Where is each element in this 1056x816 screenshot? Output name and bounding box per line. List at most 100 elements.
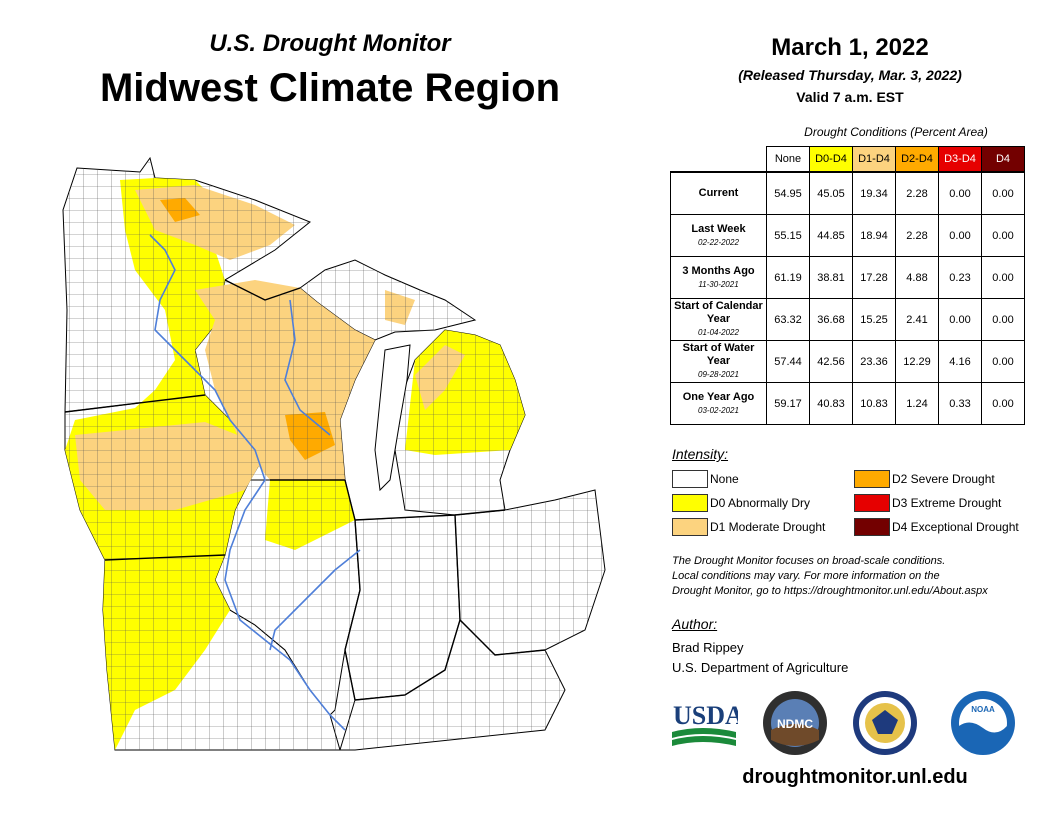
col-header: None xyxy=(766,146,810,173)
author-block: Brad Rippey U.S. Department of Agricultu… xyxy=(672,638,848,678)
table-cell: 17.28 xyxy=(852,256,896,299)
row-date: 11-30-2021 xyxy=(698,279,739,289)
legend-swatch xyxy=(854,518,890,536)
table-row: One Year Ago 03-02-2021 59.17 40.83 10.83 1.2… xyxy=(670,382,1025,425)
drought-conditions-table: None D0-D4 D1-D4 D2-D4 D3-D4 D4 Current 5… xyxy=(670,146,1025,425)
author-name: Brad Rippey xyxy=(672,640,744,655)
row-label-text: One Year Ago xyxy=(682,390,755,403)
table-cell: 0.00 xyxy=(981,214,1025,257)
col-header: D1-D4 xyxy=(852,146,896,173)
row-label: One Year Ago 03-02-2021 xyxy=(670,382,767,425)
table-cell: 4.16 xyxy=(938,340,982,383)
table-cell: 4.88 xyxy=(895,256,939,299)
row-label: Current xyxy=(670,171,767,215)
table-cell: 0.00 xyxy=(981,340,1025,383)
table-corner xyxy=(671,147,767,173)
drought-map xyxy=(62,156,606,751)
legend-label: D0 Abnormally Dry xyxy=(710,496,811,510)
table-header-row: None D0-D4 D1-D4 D2-D4 D3-D4 D4 xyxy=(671,146,1025,173)
lake-michigan xyxy=(374,344,411,492)
usda-logo-text: USDA xyxy=(673,701,738,730)
state-borders xyxy=(64,279,546,701)
footer-url[interactable]: droughtmonitor.unl.edu xyxy=(742,766,968,788)
ndmc-logo-text: NDMC xyxy=(777,717,813,731)
table-cell: 45.05 xyxy=(809,171,853,215)
table-cell: 2.28 xyxy=(895,171,939,215)
row-date: 02-22-2022 xyxy=(698,237,739,247)
map-date: March 1, 2022 xyxy=(771,34,929,61)
map-title: Midwest Climate Region xyxy=(99,66,561,110)
legend-swatch xyxy=(672,494,708,512)
table-cell: 57.44 xyxy=(766,340,810,383)
table-cell: 0.00 xyxy=(981,382,1025,425)
release-date: (Released Thursday, Mar. 3, 2022) xyxy=(738,67,962,83)
table-cell: 0.00 xyxy=(981,256,1025,299)
noaa-logo: NOAA xyxy=(951,691,1015,755)
table-cell: 1.24 xyxy=(895,382,939,425)
valid-time: Valid 7 a.m. EST xyxy=(796,89,904,105)
legend-label: None xyxy=(710,472,739,486)
table-cell: 0.00 xyxy=(938,298,982,341)
legend-heading: Intensity: xyxy=(672,446,729,462)
row-label-text: Current xyxy=(698,187,739,199)
table-cell: 12.29 xyxy=(895,340,939,383)
legend-label: D2 Severe Drought xyxy=(892,472,995,486)
legend-label: D1 Moderate Drought xyxy=(710,520,826,534)
table-row: 3 Months Ago 11-30-2021 61.19 38.81 17.28 4.8… xyxy=(670,256,1025,299)
table-cell: 10.83 xyxy=(852,382,896,425)
table-cell: 15.25 xyxy=(852,298,896,341)
legend-swatch xyxy=(854,470,890,488)
table-cell: 54.95 xyxy=(766,171,810,215)
note-line: The Drought Monitor focuses on broad-sca… xyxy=(672,555,946,567)
row-label-text: 3 Months Ago xyxy=(682,264,755,277)
legend-label: D4 Exceptional Drought xyxy=(892,520,1019,534)
table-cell: 38.81 xyxy=(809,256,853,299)
legend-swatch xyxy=(672,470,708,488)
table-row: Start of Water Year 09-28-2021 57.44 42.56 2… xyxy=(670,340,1025,383)
col-header: D3-D4 xyxy=(938,146,982,173)
row-label: 3 Months Ago 11-30-2021 xyxy=(670,256,767,299)
table-row: Start of Calendar Year 01-04-2022 63.32 36.… xyxy=(670,298,1025,341)
legend-swatch xyxy=(672,518,708,536)
table-cell: 36.68 xyxy=(809,298,853,341)
table-cell: 40.83 xyxy=(809,382,853,425)
table-row: Last Week 02-22-2022 55.15 44.85 18.94 2.28 0.… xyxy=(670,214,1025,257)
author-org: U.S. Department of Agriculture xyxy=(672,660,849,675)
table-cell: 44.85 xyxy=(809,214,853,257)
note-line: Drought Monitor, go to https://droughtmo… xyxy=(672,585,988,597)
row-label-text: Start of Calendar Year xyxy=(674,300,763,325)
col-header: D0-D4 xyxy=(809,146,853,173)
rivers xyxy=(149,234,361,731)
table-cell: 0.33 xyxy=(938,382,982,425)
note-line: Local conditions may vary. For more info… xyxy=(672,570,940,582)
table-cell: 23.36 xyxy=(852,340,896,383)
legend-label: D3 Extreme Drought xyxy=(892,496,1002,510)
noaa-logo-text: NOAA xyxy=(971,705,995,714)
table-cell: 0.00 xyxy=(981,298,1025,341)
table-cell: 42.56 xyxy=(809,340,853,383)
row-date: 09-28-2021 xyxy=(698,370,739,379)
usda-logo: USDA xyxy=(672,701,738,746)
commerce-seal-logo xyxy=(853,691,917,755)
map-subtitle: U.S. Drought Monitor xyxy=(209,30,451,57)
row-date: 01-04-2022 xyxy=(698,328,739,337)
ndmc-logo: NDMC xyxy=(763,691,827,755)
table-cell: 0.00 xyxy=(938,171,982,215)
great-lakes xyxy=(374,344,411,492)
col-header: D4 xyxy=(981,146,1025,173)
col-header: D2-D4 xyxy=(895,146,939,173)
table-cell: 61.19 xyxy=(766,256,810,299)
row-label-text: Start of Water Year xyxy=(682,342,755,367)
table-cell: 2.41 xyxy=(895,298,939,341)
table-cell: 0.23 xyxy=(938,256,982,299)
table-cell: 63.32 xyxy=(766,298,810,341)
table-cell: 0.00 xyxy=(938,214,982,257)
row-label: Last Week 02-22-2022 xyxy=(670,214,767,257)
table-cell: 0.00 xyxy=(981,171,1025,215)
table-cell: 18.94 xyxy=(852,214,896,257)
legend-swatch xyxy=(854,494,890,512)
table-cell: 59.17 xyxy=(766,382,810,425)
table-cell: 2.28 xyxy=(895,214,939,257)
table-cell: 55.15 xyxy=(766,214,810,257)
author-heading: Author: xyxy=(672,616,718,632)
